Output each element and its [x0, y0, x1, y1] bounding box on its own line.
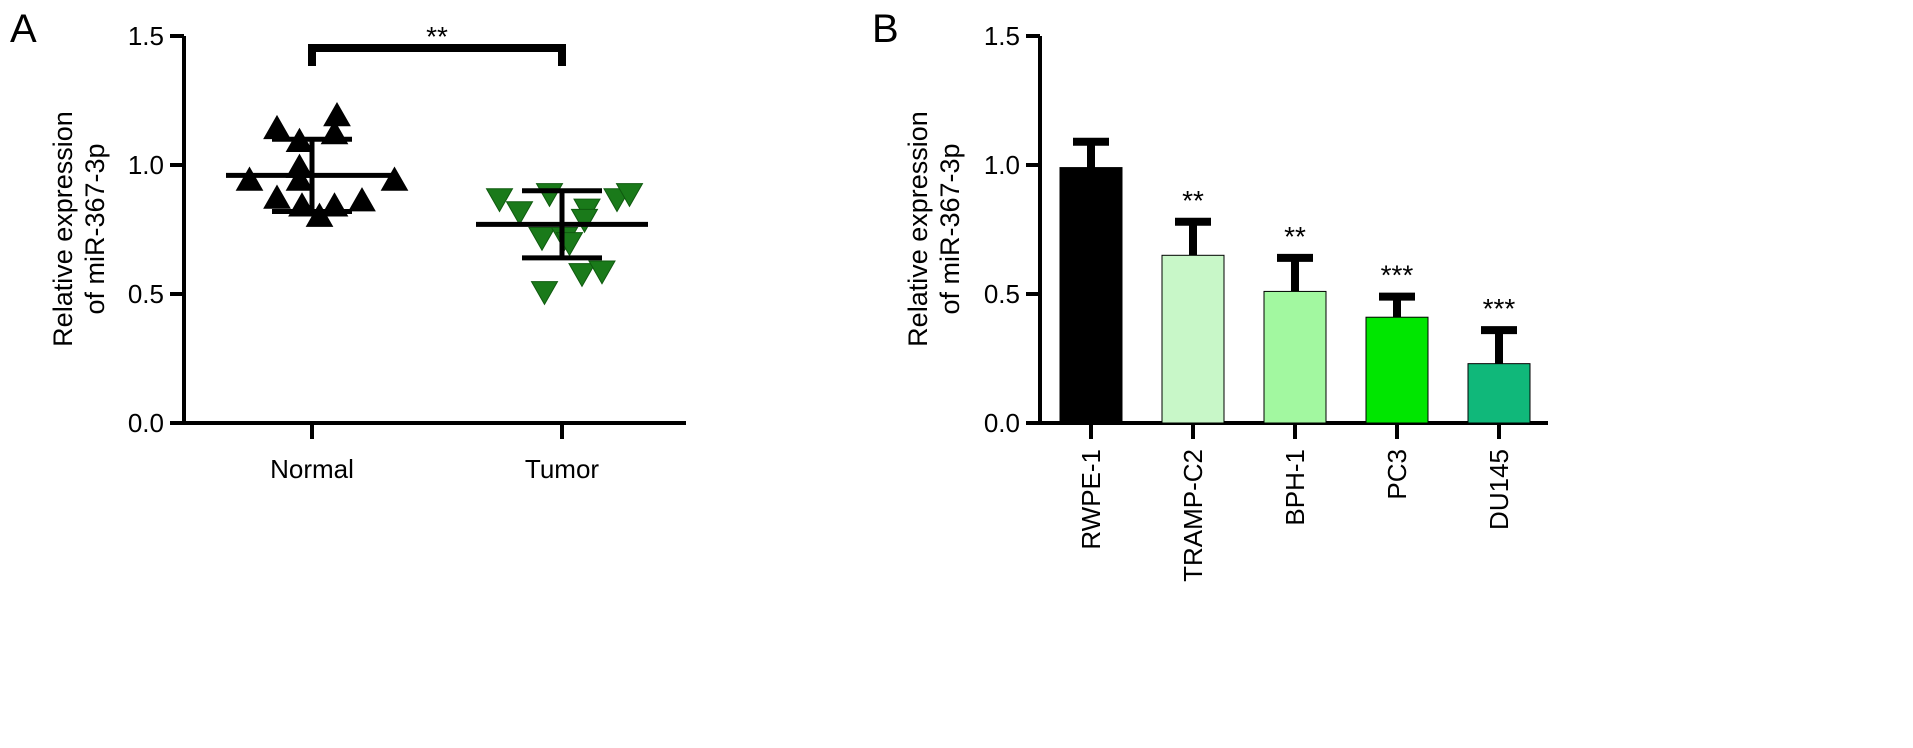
panel-a-ylabel-line1: Relative expression	[48, 111, 78, 347]
panel-a-normal-point	[348, 187, 376, 212]
panel-b-y-tick-label: 0.5	[984, 279, 1020, 309]
panel-b-plot: 0.0 0.5 1.0 1.5 RWPE-1 ** TRAMP-C2 ** BPH-1 *** PC…	[984, 21, 1548, 582]
panel-b-significance-label: ***	[1381, 260, 1414, 291]
panel-a-normal-point	[305, 202, 334, 227]
panel-b-x-tick-label: TRAMP-C2	[1178, 449, 1208, 582]
panel-a-y-tick-label: 0.5	[128, 279, 164, 309]
panel-a-tumor-point	[485, 188, 514, 213]
panel-a-letter: A	[10, 7, 37, 51]
panel-a-x-tick-label: Tumor	[525, 454, 599, 484]
panel-a-y-tick-label: 0.0	[128, 408, 164, 438]
panel-b-y-tick-label: 1.5	[984, 21, 1020, 51]
panel-b-bar	[1365, 316, 1429, 424]
panel-b-x-tick-label: DU145	[1484, 449, 1514, 530]
panel-a: A Relative expression of miR-367-3p 0.00…	[10, 7, 686, 484]
panel-a-tumor-point	[530, 281, 559, 306]
panel-a-y-tick-label: 1.5	[128, 21, 164, 51]
panel-b-significance-label: **	[1284, 221, 1306, 252]
panel-b: B Relative expression of miR-367-3p 0.00…	[872, 7, 1548, 582]
panel-a-normal-point	[263, 184, 291, 209]
panel-a-tumor-point	[528, 226, 556, 252]
panel-a-normal-point	[380, 166, 409, 191]
panel-a-ylabel-line2: of miR-367-3p	[80, 143, 110, 314]
panel-a-tumor-point	[568, 263, 596, 288]
panel-a-x-tick-label: Normal	[270, 454, 354, 484]
panel-a-y-tick-label: 1.0	[128, 150, 164, 180]
panel-b-ylabel-line1: Relative expression	[903, 111, 933, 347]
panel-b-y-tick-label: 1.0	[984, 150, 1020, 180]
panel-a-tumor-point	[615, 183, 644, 208]
panel-b-bar	[1161, 254, 1225, 424]
panel-b-x-tick-label: BPH-1	[1280, 449, 1310, 526]
panel-b-significance-label: **	[1182, 185, 1204, 216]
panel-a-plot: 0.0 0.5 1.0 1.5 Normal Tumor **	[128, 21, 686, 484]
panel-b-bar	[1059, 167, 1123, 424]
panel-a-tumor-point	[505, 201, 534, 226]
panel-b-letter: B	[872, 7, 899, 51]
panel-b-y-tick-label: 0.0	[984, 408, 1020, 438]
panel-b-x-tick-label: RWPE-1	[1076, 449, 1106, 550]
panel-b-x-tick-label: PC3	[1382, 449, 1412, 500]
panel-a-normal-point	[263, 114, 291, 140]
panel-a-tumor-point	[570, 208, 599, 234]
panel-b-bar	[1263, 290, 1327, 424]
panel-b-bar	[1467, 363, 1531, 424]
panel-a-significance-bracket	[308, 44, 566, 66]
panel-a-tumor-point	[535, 183, 564, 208]
panel-b-ylabel-line2: of miR-367-3p	[935, 143, 965, 314]
panel-a-normal-point	[323, 101, 351, 127]
panel-a-normal-point	[285, 166, 314, 191]
panel-a-significance-label: **	[426, 21, 448, 52]
panel-b-significance-label: ***	[1483, 293, 1516, 324]
panel-a-normal-point	[235, 166, 264, 191]
panel-a-tumor-point	[588, 260, 616, 285]
